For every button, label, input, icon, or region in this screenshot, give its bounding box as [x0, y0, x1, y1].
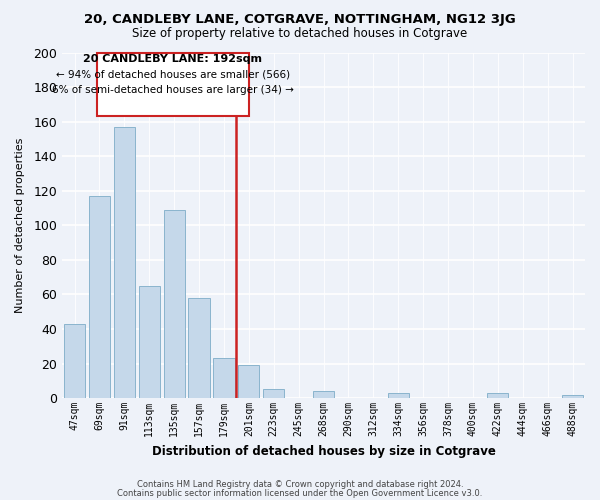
- Text: 20 CANDLEBY LANE: 192sqm: 20 CANDLEBY LANE: 192sqm: [83, 54, 262, 64]
- Bar: [562, 394, 583, 398]
- Bar: [238, 366, 259, 398]
- Bar: [89, 196, 110, 398]
- Text: 6% of semi-detached houses are larger (34) →: 6% of semi-detached houses are larger (3…: [52, 86, 294, 96]
- Bar: [214, 358, 235, 398]
- Bar: [164, 210, 185, 398]
- Y-axis label: Number of detached properties: Number of detached properties: [15, 138, 25, 313]
- Bar: [487, 393, 508, 398]
- Text: ← 94% of detached houses are smaller (566): ← 94% of detached houses are smaller (56…: [56, 70, 290, 80]
- Text: 20, CANDLEBY LANE, COTGRAVE, NOTTINGHAM, NG12 3JG: 20, CANDLEBY LANE, COTGRAVE, NOTTINGHAM,…: [84, 12, 516, 26]
- Bar: [313, 391, 334, 398]
- Bar: [114, 127, 135, 398]
- Bar: [64, 324, 85, 398]
- Bar: [388, 393, 409, 398]
- X-axis label: Distribution of detached houses by size in Cotgrave: Distribution of detached houses by size …: [152, 444, 496, 458]
- Bar: [263, 390, 284, 398]
- FancyBboxPatch shape: [97, 52, 249, 116]
- Text: Contains HM Land Registry data © Crown copyright and database right 2024.: Contains HM Land Registry data © Crown c…: [137, 480, 463, 489]
- Bar: [188, 298, 209, 398]
- Text: Contains public sector information licensed under the Open Government Licence v3: Contains public sector information licen…: [118, 489, 482, 498]
- Text: Size of property relative to detached houses in Cotgrave: Size of property relative to detached ho…: [133, 28, 467, 40]
- Bar: [139, 286, 160, 398]
